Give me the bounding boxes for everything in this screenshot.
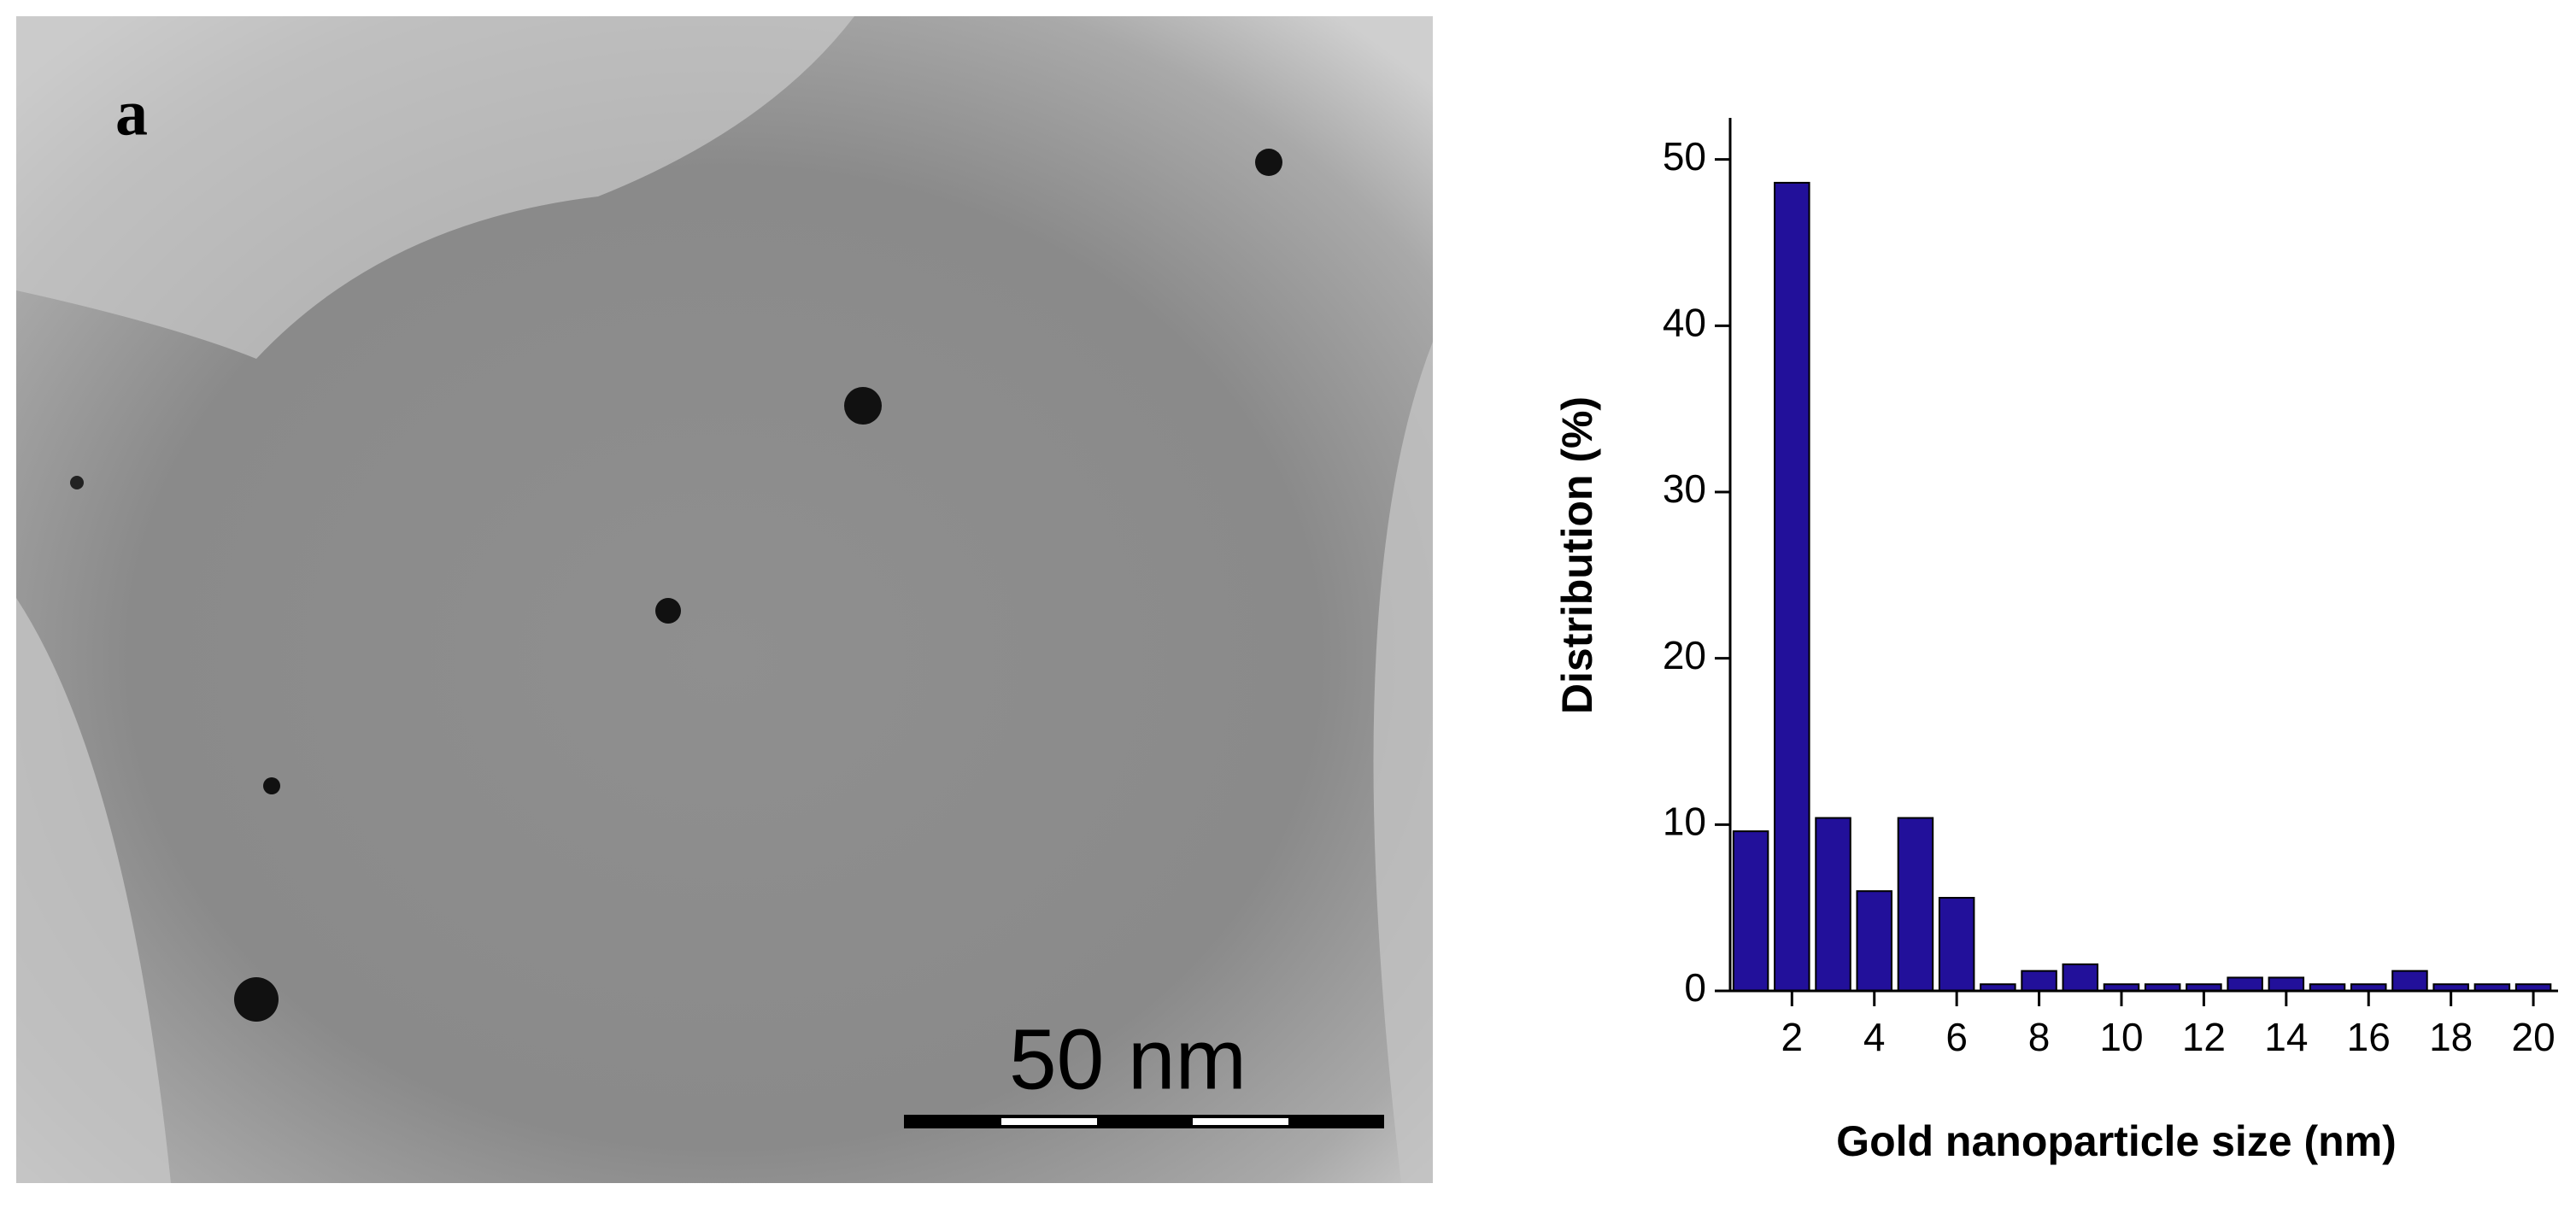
background-region <box>16 16 854 359</box>
particle <box>655 598 681 624</box>
x-tick-label: 8 <box>2028 1015 2051 1059</box>
scale-bar-label: 50 nm <box>1009 1011 1247 1107</box>
particle <box>263 777 280 794</box>
bar <box>1732 830 1769 992</box>
scale-bar <box>904 1115 1384 1128</box>
x-tick-label: 14 <box>2264 1015 2308 1059</box>
y-tick-label: 0 <box>1684 965 1706 1010</box>
scale-bar-segment <box>1193 1118 1288 1125</box>
particle <box>844 387 882 425</box>
y-axis-label: Distribution (%) <box>1553 396 1601 714</box>
x-tick-label: 16 <box>2347 1015 2391 1059</box>
y-tick-label: 40 <box>1663 300 1706 344</box>
particle <box>1255 149 1282 176</box>
bar <box>2268 976 2305 992</box>
bar <box>2227 976 2263 992</box>
y-tick-label: 10 <box>1663 799 1706 843</box>
background-region <box>16 598 171 1183</box>
x-tick-label: 18 <box>2429 1015 2473 1059</box>
panel-label: a <box>115 77 148 149</box>
bar <box>1938 896 1975 993</box>
bar <box>1856 890 1892 992</box>
y-tick-label: 30 <box>1663 466 1706 511</box>
x-axis-label: Gold nanoparticle size (nm) <box>1836 1117 2397 1165</box>
bar <box>1897 817 1934 993</box>
x-tick-label: 6 <box>1945 1015 1968 1059</box>
x-tick-label: 4 <box>1863 1015 1886 1059</box>
scale-bar-outline <box>904 1115 1384 1128</box>
bar <box>2062 963 2099 993</box>
bar <box>1774 181 1810 993</box>
y-tick-label: 20 <box>1663 633 1706 677</box>
scale-bar-segment <box>1001 1118 1097 1125</box>
bar <box>2021 970 2057 993</box>
micrograph: a 50 nm <box>16 16 1433 1183</box>
particle <box>70 476 84 489</box>
x-tick-label: 10 <box>2099 1015 2143 1059</box>
bar <box>1815 817 1851 993</box>
x-tick-label: 12 <box>2182 1015 2226 1059</box>
bar <box>2391 970 2428 993</box>
background-region <box>1373 342 1433 1183</box>
x-tick-label: 2 <box>1781 1015 1804 1059</box>
y-tick-label: 50 <box>1663 134 1706 179</box>
particle <box>234 977 279 1022</box>
x-tick-label: 20 <box>2511 1015 2555 1059</box>
